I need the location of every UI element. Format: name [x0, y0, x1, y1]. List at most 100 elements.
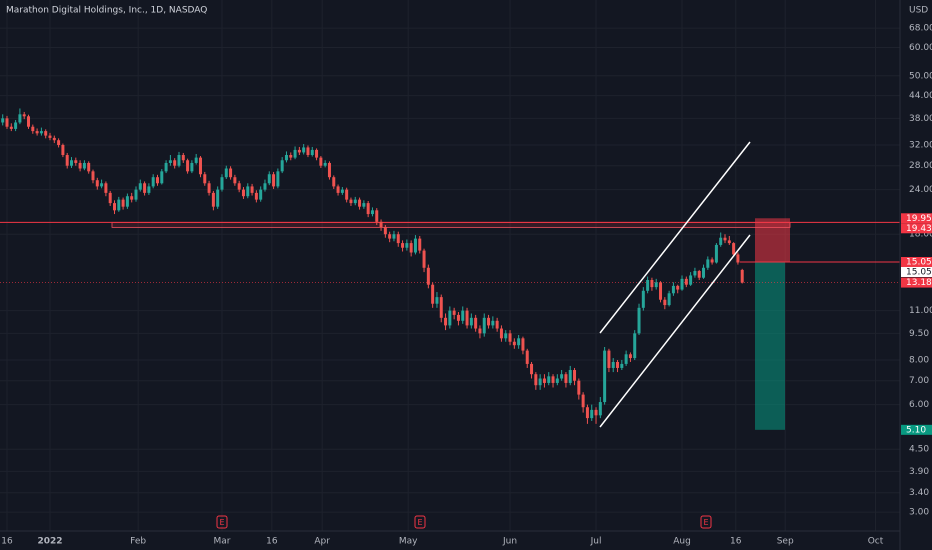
candle-body [319, 157, 323, 166]
candle-body [177, 155, 181, 166]
candle-body [547, 376, 551, 383]
candle-body [143, 183, 147, 193]
candle-body [323, 162, 327, 166]
candle-body [499, 328, 503, 339]
candle-body [31, 126, 35, 132]
candle-body [732, 243, 736, 255]
price-label-box [901, 277, 932, 288]
candle-body [702, 267, 706, 278]
candle-body [130, 196, 134, 200]
candle-body [641, 290, 645, 308]
candle-body [659, 282, 663, 300]
candle-body [542, 378, 546, 383]
candle-body [229, 168, 233, 178]
candle-body [233, 177, 237, 184]
candle-body [577, 380, 581, 395]
candle-body [272, 174, 276, 187]
candle-body [237, 183, 241, 190]
y-tick-label: 44.00 [909, 91, 932, 101]
candle-body [624, 354, 628, 364]
candle-body [508, 333, 512, 342]
candle-body [418, 238, 422, 251]
candle-body [349, 199, 353, 204]
candle-body [168, 160, 172, 163]
candle-body [336, 186, 340, 193]
candle-body [689, 275, 693, 285]
candle-body [306, 147, 310, 156]
candle-body [646, 280, 650, 291]
candle-body [5, 118, 9, 127]
y-tick-label: 18.00 [909, 230, 932, 240]
x-tick-label: 16 [730, 537, 742, 547]
candle-body [555, 378, 559, 383]
y-tick-label: 3.00 [909, 508, 929, 518]
candle-body [27, 116, 31, 127]
candle-body [551, 376, 555, 383]
price-label-box [901, 424, 932, 435]
candle-body [650, 280, 654, 288]
candle-body [435, 297, 439, 304]
candle-body [216, 189, 220, 207]
candle-body [74, 160, 78, 163]
candle-body [401, 243, 405, 248]
earnings-marker: E [703, 518, 708, 527]
y-tick-label: 3.90 [909, 467, 929, 477]
candle-body [607, 350, 611, 368]
y-tick-label: 11.00 [909, 306, 932, 316]
earnings-marker: E [417, 518, 422, 527]
candle-body [9, 126, 13, 129]
x-tick-label: Apr [314, 537, 330, 547]
y-tick-label: 6.00 [909, 400, 929, 410]
price-label-box [901, 266, 932, 277]
candle-body [121, 199, 125, 207]
candle-body [633, 333, 637, 359]
candle-body [654, 282, 658, 288]
y-tick-label: 24.00 [909, 185, 932, 195]
candle-body [65, 155, 69, 166]
earnings-badge [700, 515, 712, 529]
candle-body [671, 285, 675, 294]
candle-body [379, 221, 383, 228]
candle-body [409, 243, 413, 253]
candle-body [439, 297, 443, 318]
price-label: 15.05 [906, 257, 932, 267]
candle-body [35, 131, 39, 134]
candle-body [444, 317, 448, 326]
candle-body [246, 186, 250, 197]
x-tick-label: Feb [130, 537, 146, 547]
candle-body [276, 171, 280, 187]
y-tick-label: 9.50 [909, 329, 929, 339]
candle-body [465, 310, 469, 326]
candle-body [211, 192, 215, 207]
candle-body [91, 171, 95, 181]
candle-body [637, 307, 641, 334]
x-tick-label: 16 [1, 537, 13, 547]
candle-body [353, 199, 357, 204]
y-tick-label: 28.00 [909, 161, 932, 171]
y-tick-label: 68.00 [909, 24, 932, 34]
candle-body [680, 278, 684, 290]
candle-body [525, 350, 529, 364]
candle-body [383, 227, 387, 235]
candle-body [164, 162, 168, 172]
candle-body [736, 254, 740, 263]
candle-body [125, 196, 129, 207]
channel-lower [599, 234, 751, 428]
y-tick-label: 32.00 [909, 140, 932, 150]
candle-body [573, 370, 577, 381]
candle-body [39, 131, 43, 134]
candle-body [198, 157, 202, 175]
candle-body [108, 192, 112, 204]
candle-body [581, 394, 585, 408]
candle-body [315, 149, 319, 158]
candle-body [280, 160, 284, 172]
price-label-box [901, 223, 932, 234]
candle-body [194, 157, 198, 163]
candle-body [134, 189, 138, 200]
candle-body [564, 374, 568, 383]
candle-body [173, 160, 177, 166]
candle-body [697, 271, 701, 278]
candle-body [289, 155, 293, 158]
candle-body [590, 409, 594, 419]
